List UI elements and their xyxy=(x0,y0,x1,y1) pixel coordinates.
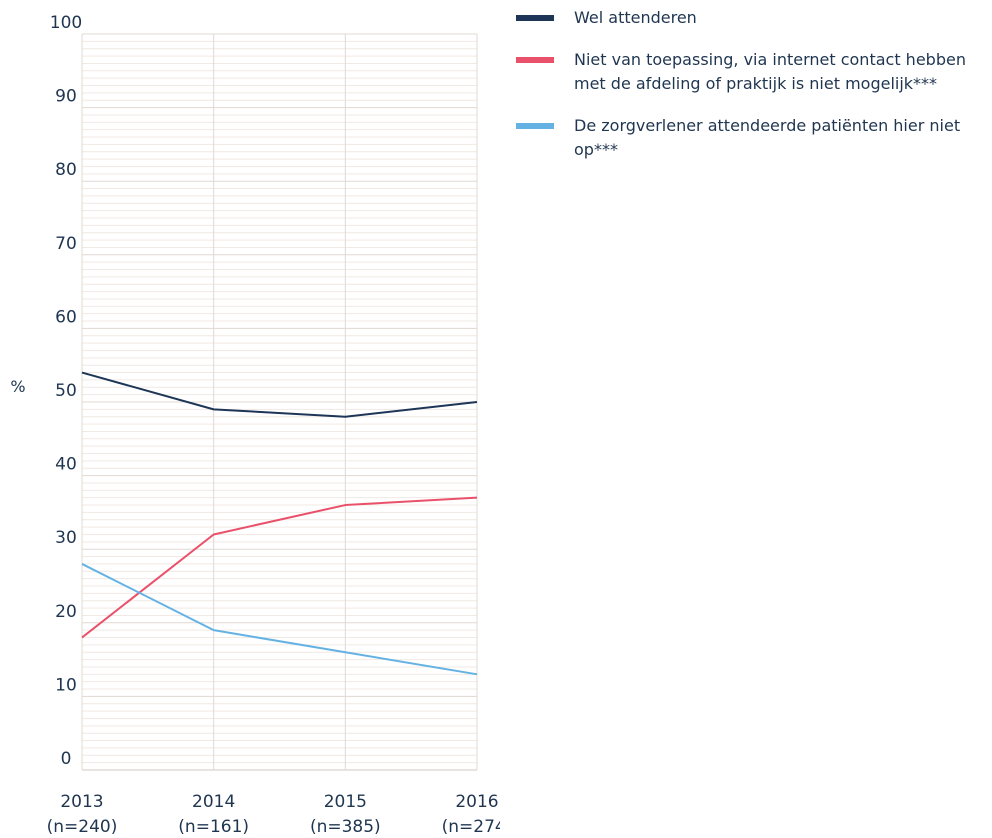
x-tick-label: 2013 xyxy=(60,792,103,812)
y-tick-label: 20 xyxy=(55,602,77,622)
x-tick-label: 2015 xyxy=(324,792,367,812)
y-tick-label: 60 xyxy=(55,307,77,327)
y-tick-label: 0 xyxy=(61,749,72,769)
x-tick-label: 2014 xyxy=(192,792,235,812)
legend-swatch-0 xyxy=(516,15,554,21)
legend-label: Wel attenderen xyxy=(574,8,697,27)
y-axis-ticks: 0 10 20 30 40 50 60 70 80 90 100 xyxy=(50,13,82,769)
series-line-0 xyxy=(81,371,478,418)
series-line-2 xyxy=(81,563,478,676)
legend-swatch-2 xyxy=(516,123,554,129)
x-tick-label: 2016 xyxy=(455,792,498,812)
x-tick-sublabel: (n=385) xyxy=(310,817,381,837)
series-line-1 xyxy=(81,496,478,639)
legend-item: Niet van toepassing, via internet contac… xyxy=(516,48,986,96)
y-tick-label: 50 xyxy=(55,381,77,401)
legend-swatch-1 xyxy=(516,57,554,63)
y-tick-label: 80 xyxy=(55,160,77,180)
y-tick-label: 30 xyxy=(55,528,77,548)
series-lines xyxy=(81,371,478,676)
minor-grid xyxy=(82,40,477,764)
y-tick-label: 90 xyxy=(55,87,77,107)
x-tick-sublabel: (n=274) xyxy=(442,817,500,837)
legend: Wel attenderen Niet van toepassing, via … xyxy=(516,6,986,180)
y-tick-label: 100 xyxy=(50,13,82,33)
legend-label: De zorgverlener attendeerde patiënten hi… xyxy=(574,116,961,159)
legend-item: Wel attenderen xyxy=(516,6,986,30)
x-axis-ticks: 2013 (n=240) 2014 (n=161) 2015 (n=385) 2016 (n=… xyxy=(47,792,500,837)
y-axis-label: % xyxy=(10,377,25,396)
line-chart: 0 10 20 30 40 50 60 70 80 90 100 % 2013 (n=240) 2014… xyxy=(10,13,500,837)
x-tick-sublabel: (n=240) xyxy=(47,817,118,837)
legend-item: De zorgverlener attendeerde patiënten hi… xyxy=(516,114,986,162)
x-tick-sublabel: (n=161) xyxy=(178,817,249,837)
y-tick-label: 70 xyxy=(55,234,77,254)
legend-label: Niet van toepassing, via internet contac… xyxy=(574,50,966,93)
y-tick-label: 40 xyxy=(55,455,77,475)
y-tick-label: 10 xyxy=(55,675,77,695)
